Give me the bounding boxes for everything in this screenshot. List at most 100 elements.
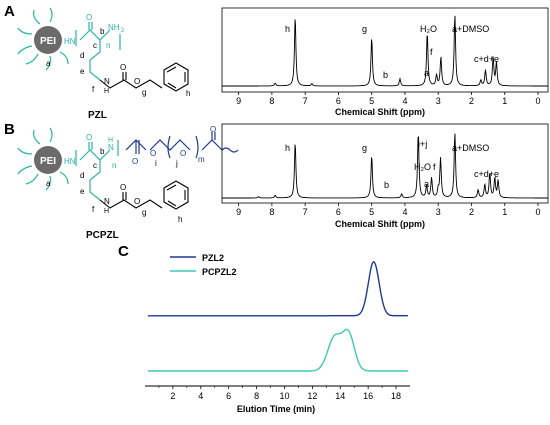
peak-label-ij: i+j (418, 139, 427, 149)
gpc-trace-pcpzl2 (147, 328, 408, 372)
pcpzl-name: PCPZL (86, 230, 119, 241)
gpc-tick-label: 2 (170, 391, 175, 401)
peak-label-cde: c+d+e (474, 169, 499, 179)
nmr-tick-label: 3 (436, 207, 441, 217)
end-bonds (201, 139, 223, 151)
peak-label-f: f (430, 47, 433, 57)
nmr-tick-label: 5 (369, 96, 374, 106)
pzl-structure (17, 7, 121, 81)
atom-n: N (104, 77, 110, 86)
peak-label-g: g (362, 143, 367, 153)
nmr-tick-label: 7 (303, 96, 308, 106)
peak-label-a: a (424, 179, 429, 189)
label-e: e (80, 187, 85, 196)
label-h: h (186, 89, 190, 98)
nmr-spectrum-pcpzl (222, 133, 548, 199)
peak-label-b: b (384, 180, 389, 190)
label-f: f (92, 205, 95, 214)
carbamate-carbonyl (122, 192, 127, 200)
pei-arm (59, 51, 69, 65)
peak-label-h: h (285, 24, 290, 34)
side-chain (89, 40, 101, 81)
gpc-tick-label: 6 (226, 391, 231, 401)
pei-arm (33, 9, 41, 25)
legend-label-pzl2: PZL2 (202, 253, 224, 263)
nmr-tick-label: 5 (369, 207, 374, 217)
pei-core-label: PEI (40, 156, 56, 167)
pei-arm (17, 45, 33, 55)
atom-n-h: H (108, 137, 113, 144)
carbamate-bonds (99, 199, 163, 209)
gpc-xlabel: Elution Time (min) (237, 404, 315, 414)
atom-n: N (108, 143, 114, 152)
label-e: e (80, 67, 85, 76)
label-d: d (80, 171, 84, 180)
peg-chain (149, 139, 191, 151)
nmr-tick-label: 3 (436, 96, 441, 106)
pei-arm (17, 27, 33, 35)
atom-n: N (104, 197, 110, 206)
nmr-tick-label: 0 (536, 207, 541, 217)
carbamate-carbonyl (122, 72, 127, 80)
atom-o-linker: O (132, 157, 138, 166)
nmr-tick-label: 8 (269, 96, 274, 106)
atom-n-h: H (104, 88, 109, 95)
peak-label-dmso: a+DMSO (452, 143, 489, 153)
nmr-tick-label: 0 (536, 96, 541, 106)
nmr-trace (222, 15, 548, 87)
label-d: d (80, 51, 84, 60)
peg-brackets (167, 135, 199, 159)
pei-arm (49, 127, 53, 143)
nmr-tick-label: 2 (469, 96, 474, 106)
atom-hn: HN (64, 157, 76, 166)
nmr-tick-label: 4 (402, 96, 407, 106)
benzene-ring (163, 62, 189, 92)
peak-label-h: h (285, 143, 290, 153)
pei-arm (17, 165, 33, 175)
nmr-axis-pcpzl: 9 8 7 6 5 4 3 2 1 0 (221, 123, 549, 217)
atom-o-ester: O (134, 197, 140, 206)
label-c: c (93, 41, 97, 50)
end-carbonyl (211, 132, 216, 140)
linker-carbonyl (135, 140, 140, 154)
pei-arm (33, 129, 41, 145)
atom-o-carbamate: O (120, 183, 126, 192)
label-b: b (100, 147, 105, 156)
pei-arm (17, 147, 33, 155)
gpc-tick-label: 4 (198, 391, 203, 401)
carbamate-bonds (99, 79, 163, 89)
carbonyl-bond (88, 22, 93, 30)
atom-n-h: H (104, 208, 109, 215)
atom-o-carbamate: O (120, 63, 126, 72)
nmr-tick-label: 8 (269, 207, 274, 217)
pei-arm (25, 173, 39, 185)
gpc-trace-pzl2 (147, 260, 408, 317)
nmr-tick-label: 9 (236, 96, 241, 106)
atom-o-peg1: O (150, 149, 156, 158)
atom-o-end: O (210, 125, 216, 134)
peak-label-g: g (362, 24, 367, 34)
pzl-name: PZL (88, 110, 107, 121)
label-f: f (92, 85, 95, 94)
legend-label-pcpzl2: PCPZL2 (202, 267, 237, 277)
nmr-axis-pzl: 9 8 7 6 5 4 3 2 1 0 (221, 7, 549, 106)
nmr-tick-label: 6 (336, 207, 341, 217)
nmr-plot-frame (221, 123, 549, 204)
peak-label-h2o: H₂O (414, 162, 431, 172)
nmr-spectrum-pzl (222, 15, 548, 87)
label-b: b (100, 27, 105, 36)
benzene-double-bonds (166, 66, 186, 89)
pei-core (34, 146, 62, 174)
nmr-tick-label: 6 (336, 96, 341, 106)
wavy-bond (221, 147, 239, 153)
bracket (75, 140, 119, 166)
subscript-n: n (112, 161, 116, 170)
label-c: c (93, 161, 97, 170)
subscript-m: m (198, 155, 205, 164)
label-a: a (46, 179, 51, 188)
atom-nh2: NH (108, 23, 120, 32)
gpc-tick-label: 12 (307, 391, 317, 401)
peak-label-h2o: H₂O (420, 24, 437, 34)
